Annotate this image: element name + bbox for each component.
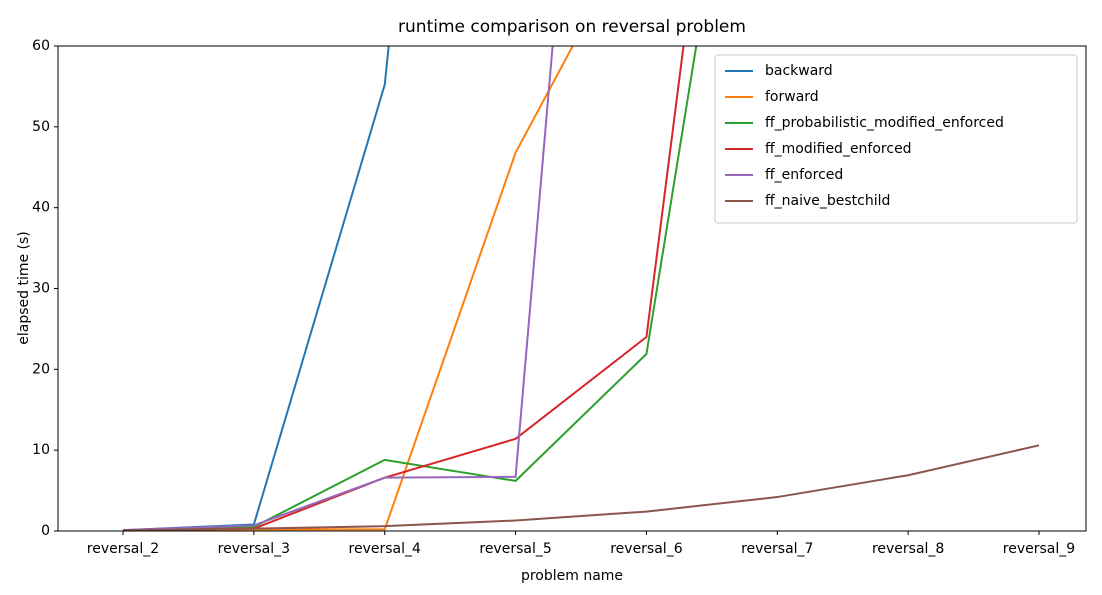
legend-label: forward: [765, 89, 819, 105]
x-axis-label: problem name: [521, 568, 623, 584]
y-tick-label: 0: [41, 523, 50, 539]
y-tick-label: 60: [32, 38, 50, 54]
legend-label: ff_modified_enforced: [765, 141, 912, 157]
y-tick-label: 30: [32, 281, 50, 297]
legend-label: ff_probabilistic_modified_enforced: [765, 115, 1004, 131]
x-tick-label: reversal_7: [741, 541, 813, 557]
series-line: [122, 46, 554, 531]
y-tick-label: 40: [32, 200, 50, 216]
plot-frame: [57, 45, 1087, 532]
series-line: [122, 46, 698, 531]
x-tick-label: reversal_3: [218, 541, 290, 557]
series-line: [122, 444, 1040, 531]
legend-label: ff_enforced: [765, 167, 843, 183]
x-tick-label: reversal_8: [872, 541, 944, 557]
plot-lines: [122, 46, 1040, 531]
x-tick-label: reversal_9: [1003, 541, 1075, 557]
legend-label: backward: [765, 63, 833, 79]
series-line: [122, 46, 390, 531]
legend-label: ff_naive_bestchild: [765, 193, 890, 209]
chart-title: runtime comparison on reversal problem: [398, 17, 746, 37]
x-tick-label: reversal_2: [87, 541, 159, 557]
y-tick-label: 50: [32, 119, 50, 135]
y-tick-label: 10: [32, 442, 50, 458]
x-tick-label: reversal_5: [479, 541, 551, 557]
x-tick-label: reversal_4: [349, 541, 421, 557]
y-tick-label: 20: [32, 361, 50, 377]
x-tick-label: reversal_6: [610, 541, 682, 557]
legend-box: [714, 54, 1078, 224]
series-line: [122, 46, 685, 531]
y-axis-label: elapsed time (s): [16, 231, 32, 345]
